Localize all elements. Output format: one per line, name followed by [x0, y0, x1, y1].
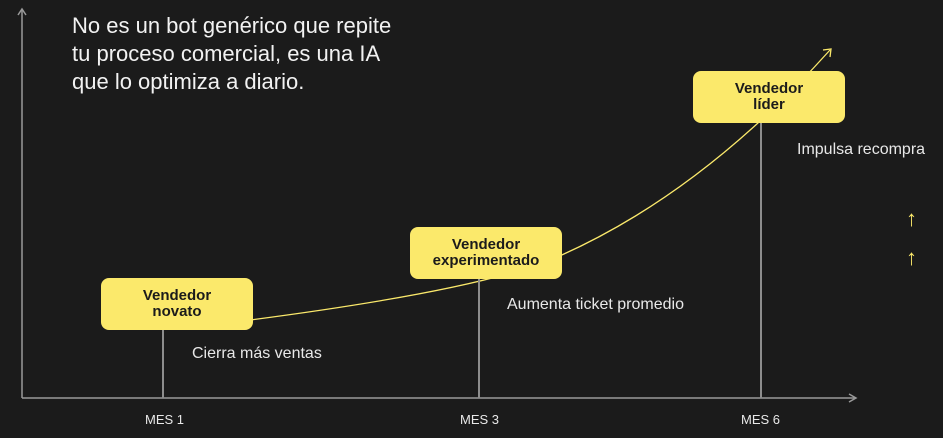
stage-2-line: [478, 279, 480, 398]
stage-3-badge: Vendedor líder: [693, 71, 845, 123]
tick-mes-1: MES 1: [145, 412, 185, 427]
tick-mes-6: MES 6: [741, 412, 781, 427]
stage-1-note: Cierra más ventas: [192, 345, 322, 362]
stage-2-note: Aumenta ticket promedio: [507, 296, 684, 313]
stage-1-line: [162, 330, 164, 398]
stage-3-note: Impulsa recompra: [797, 141, 926, 158]
stage-1-title: Vendedor: [142, 287, 212, 304]
stage-2-subtitle: experimentado: [432, 252, 540, 269]
tick-mes-3: MES 3: [460, 412, 500, 427]
stage-1-subtitle: novato: [152, 303, 202, 320]
headline-line-2: tu proceso comercial, es una IA: [72, 41, 381, 66]
arrow-up-icon: ↑: [906, 245, 917, 270]
headline-line-3: que lo optimiza a diario.: [72, 69, 305, 94]
stage-2-title: Vendedor: [451, 236, 521, 253]
y-axis-arrow-icon: [17, 7, 27, 16]
x-axis-arrow-icon: [848, 393, 858, 403]
stage-3-line: [760, 123, 762, 398]
stage-3-subtitle: líder: [753, 96, 785, 113]
headline: No es un bot genérico que repite tu proc…: [72, 12, 472, 96]
arrow-up-icon: ↑: [906, 206, 917, 231]
headline-line-1: No es un bot genérico que repite: [72, 13, 392, 38]
stage-1-badge: Vendedor novato: [101, 278, 253, 330]
curve-arrow-icon: [822, 48, 832, 58]
stage-2-badge: Vendedor experimentado: [410, 227, 562, 279]
stage-3-title: Vendedor: [734, 80, 804, 97]
